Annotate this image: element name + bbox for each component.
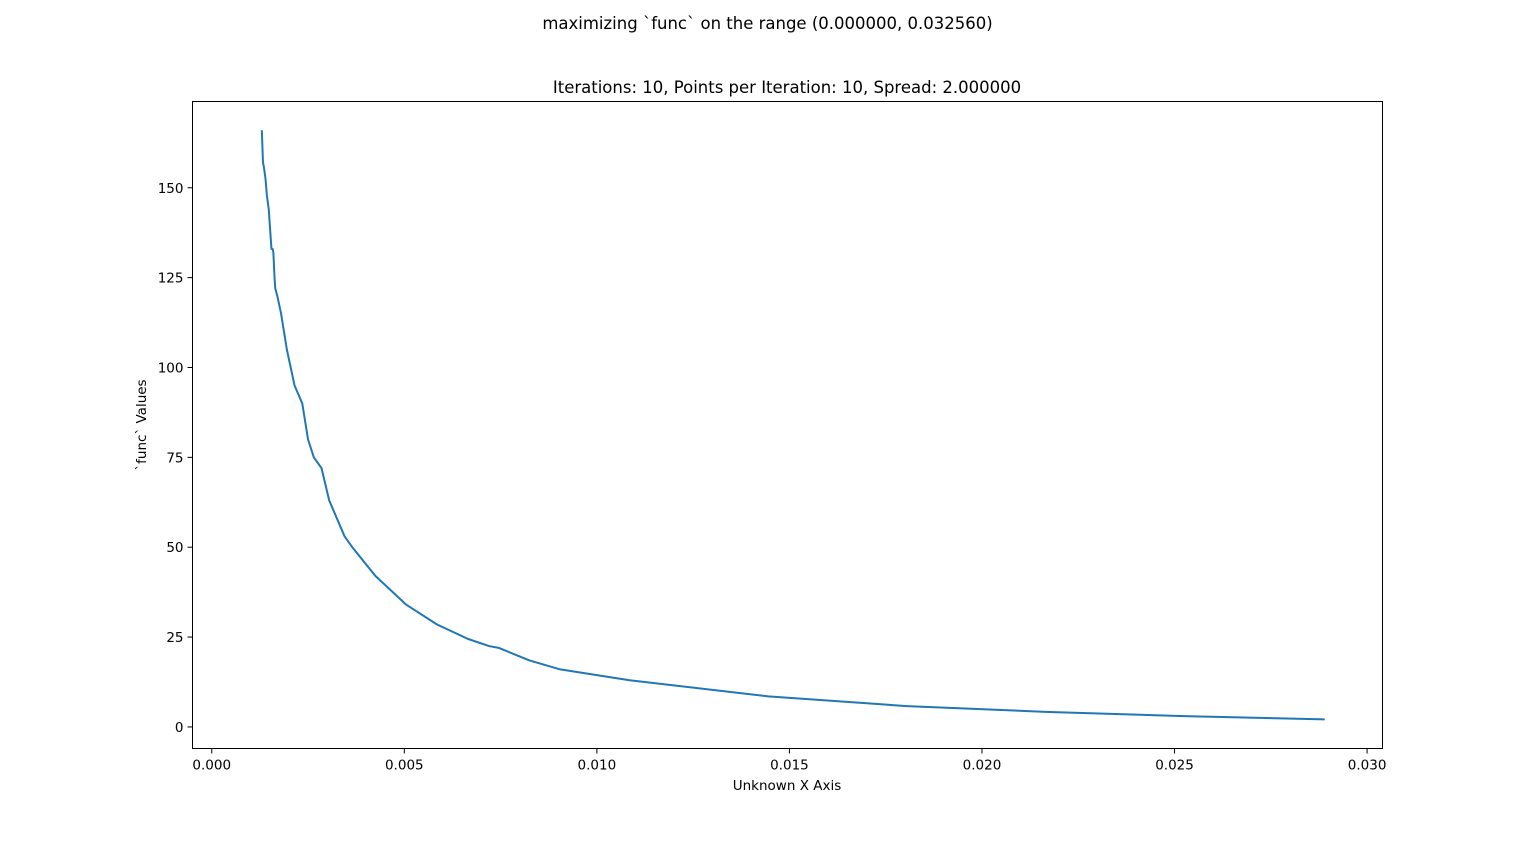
x-tick-label: 0.000 (192, 758, 231, 774)
plot-frame (192, 101, 1383, 749)
series-line-0 (260, 130, 1325, 721)
chart-title: Iterations: 10, Points per Iteration: 10… (553, 78, 1021, 97)
y-axis-label: `func` Values (134, 379, 150, 470)
y-axis-ticks: 0 25 50 75 100 125 150 (158, 181, 193, 736)
y-tick-label: 125 (158, 271, 184, 287)
y-tick-label: 75 (166, 450, 183, 466)
x-tick-label: 0.010 (578, 758, 617, 774)
figure-suptitle: maximizing `func` on the range (0.000000… (542, 14, 993, 33)
x-axis-label: Unknown X Axis (733, 778, 842, 794)
x-tick-label: 0.020 (963, 758, 1002, 774)
x-tick-label: 0.015 (770, 758, 809, 774)
y-tick-label: 0 (175, 720, 184, 736)
y-tick-label: 50 (166, 540, 183, 556)
x-tick-label: 0.025 (1155, 758, 1194, 774)
x-tick-label: 0.005 (385, 758, 424, 774)
plot-area (260, 130, 1325, 721)
x-tick-label: 0.030 (1348, 758, 1387, 774)
y-tick-label: 25 (166, 630, 183, 646)
x-axis-ticks: 0.000 0.005 0.010 0.015 0.020 0.025 0.030 (192, 748, 1387, 774)
y-tick-label: 150 (158, 181, 184, 197)
y-tick-label: 100 (158, 360, 184, 376)
